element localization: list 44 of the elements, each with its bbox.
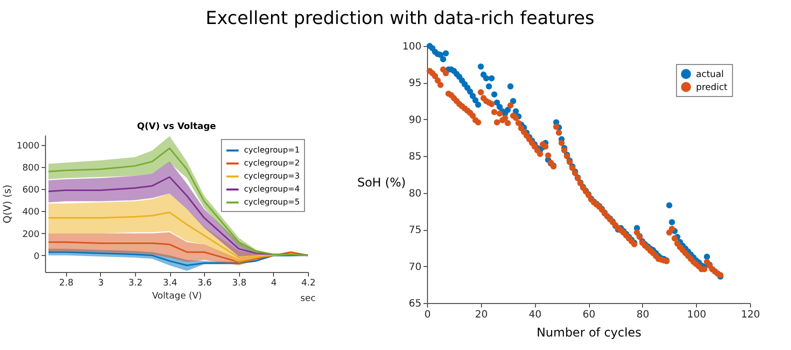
y-tick-label: 95 — [408, 78, 422, 90]
y-tick-label: 85 — [408, 152, 422, 163]
x-tick-label: 20 — [474, 310, 488, 320]
line-series — [48, 241, 308, 263]
x-tick-label: 4.2 — [301, 278, 316, 288]
x-tick-label: 3.8 — [232, 278, 247, 288]
x-axis-title: Voltage (V) — [152, 292, 202, 302]
x-tick-label: 3.2 — [128, 278, 143, 288]
y-tick-label: 75 — [408, 225, 422, 236]
chart-title: Excellent prediction with data-rich features — [204, 8, 596, 29]
x-tick-label: 120 — [740, 310, 760, 320]
x-tick-label: 2.8 — [59, 278, 74, 288]
legend-label: actual — [696, 70, 724, 80]
y-tick-label: 400 — [22, 208, 40, 218]
text: sec — [300, 294, 316, 304]
x-tick-label: 60 — [582, 310, 596, 320]
y-tick-label: 90 — [408, 114, 422, 126]
legend-label: cyclegroup=2 — [244, 158, 300, 168]
y-tick-label: 1000 — [16, 141, 40, 152]
x-tick-label: 3 — [98, 278, 104, 288]
x-axis-title: Number of cycles — [536, 326, 642, 340]
x-tick-label: 100 — [687, 310, 706, 320]
y-axis-title: SoH (%) — [357, 176, 406, 190]
y-axis-title: Q(V) (s) — [2, 184, 14, 224]
y-tick-label: 80 — [408, 188, 422, 200]
y-tick-label: 200 — [22, 230, 40, 240]
legend-label: cyclegroup=3 — [244, 172, 300, 180]
y-tick-label: 65 — [408, 298, 422, 310]
x-tick-label: 3.6 — [198, 278, 212, 288]
y-tick-label: 70 — [408, 262, 422, 273]
y-tick-label: 0 — [34, 252, 40, 262]
legend-label: cyclegroup=4 — [244, 184, 300, 194]
y-tick-label: 800 — [22, 164, 40, 174]
x-tick-label: 40 — [528, 310, 542, 320]
x-tick-label: 4 — [271, 278, 278, 288]
x-tick-label: 0 — [424, 310, 431, 320]
y-tick-label: 100 — [402, 42, 422, 52]
legend-label: cyclegroup=5 — [244, 198, 300, 206]
chart-title: Q(V) vs Voltage — [137, 122, 216, 132]
x-tick-label: 3.4 — [162, 278, 178, 288]
legend-label: cyclegroup=1 — [244, 146, 300, 154]
x-tick-label: 80 — [636, 310, 650, 320]
legend-label: predict — [696, 83, 728, 93]
y-tick-label: 600 — [22, 186, 40, 196]
